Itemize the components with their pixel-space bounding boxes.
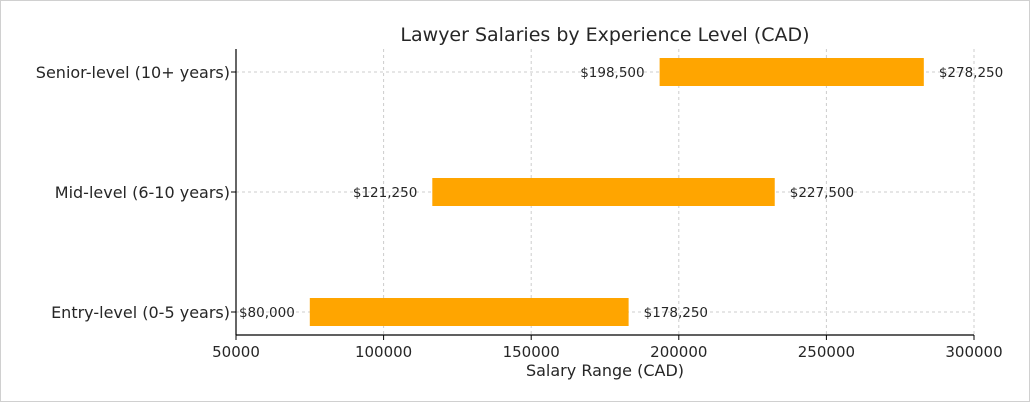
max-value-label: $278,250: [939, 65, 1003, 81]
y-category-label: Mid-level (6-10 years): [55, 183, 230, 202]
y-categories: Entry-level (0-5 years) Mid-level (6-10 y…: [36, 63, 236, 322]
x-tick-label: 250000: [798, 343, 855, 361]
x-tick-label: 100000: [355, 343, 412, 361]
chart-title: Lawyer Salaries by Experience Level (CAD…: [400, 24, 809, 46]
y-category-label: Senior-level (10+ years): [36, 63, 230, 82]
x-tick-label: 300000: [945, 343, 1002, 361]
y-category-label: Entry-level (0-5 years): [51, 303, 230, 322]
bars: [309, 58, 924, 326]
min-value-label: $80,000: [239, 305, 295, 321]
x-axis-label: Salary Range (CAD): [526, 361, 684, 380]
range-bar: [659, 58, 924, 86]
range-bar: [309, 298, 629, 326]
x-ticks: 50000 100000 150000 200000 250000 300000: [212, 335, 1003, 361]
x-tick-label: 200000: [650, 343, 707, 361]
data-labels: $80,000 $178,250 $121,250 $227,500 $198,500 $…: [239, 65, 1003, 321]
max-value-label: $227,500: [790, 185, 854, 201]
range-bar: [432, 178, 775, 206]
min-value-label: $121,250: [353, 185, 417, 201]
x-tick-label: 150000: [503, 343, 560, 361]
x-tick-label: 50000: [212, 343, 260, 361]
min-value-label: $198,500: [580, 65, 644, 81]
max-value-label: $178,250: [644, 305, 708, 321]
